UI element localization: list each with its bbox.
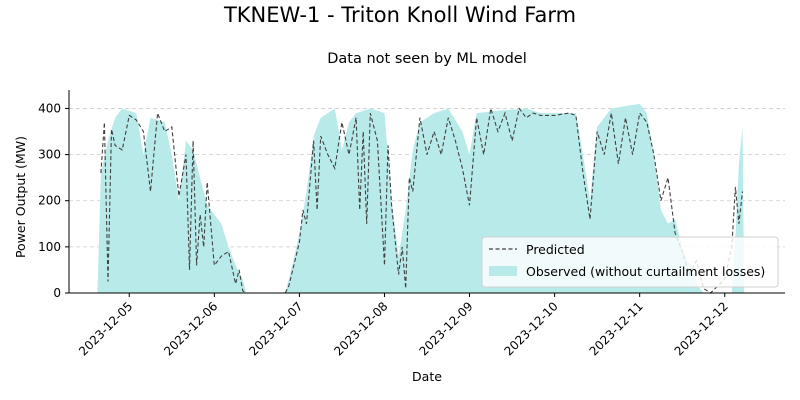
chart-title: Data not seen by ML model <box>327 51 527 67</box>
x-tick-label: 2023-12-11 <box>587 299 646 358</box>
figure-suptitle: TKNEW-1 - Triton Knoll Wind Farm <box>223 3 577 27</box>
legend-predicted-label: Predicted <box>526 242 585 257</box>
x-tick-label: 2023-12-12 <box>672 299 731 358</box>
y-tick-label: 0 <box>53 286 61 300</box>
x-tick-label: 2023-12-09 <box>416 299 475 358</box>
legend: Predicted Observed (without curtailment … <box>481 236 779 288</box>
axes <box>68 90 785 294</box>
y-axis-label: Power Output (MW) <box>13 136 28 258</box>
predicted-line-layer <box>100 107 744 294</box>
x-tick-label: 2023-12-05 <box>76 299 135 358</box>
x-tick-label: 2023-12-07 <box>246 299 305 358</box>
legend-observed-swatch <box>489 266 517 276</box>
y-tick-label: 300 <box>38 148 61 162</box>
x-tick-label: 2023-12-06 <box>161 299 220 358</box>
y-tick-label: 400 <box>38 101 61 115</box>
legend-observed-label: Observed (without curtailment losses) <box>526 264 765 279</box>
x-ticks: 2023-12-05 2023-12-06 2023-12-07 2023-12-08… <box>76 293 731 358</box>
predicted-line <box>100 107 744 294</box>
x-axis-label: Date <box>412 369 442 384</box>
x-tick-label: 2023-12-10 <box>502 299 561 358</box>
x-tick-label: 2023-12-08 <box>331 299 390 358</box>
y-tick-label: 100 <box>38 240 61 254</box>
y-tick-label: 200 <box>38 194 61 208</box>
legend-box <box>481 236 779 288</box>
y-ticks: 0 100 200 300 400 <box>38 101 69 300</box>
